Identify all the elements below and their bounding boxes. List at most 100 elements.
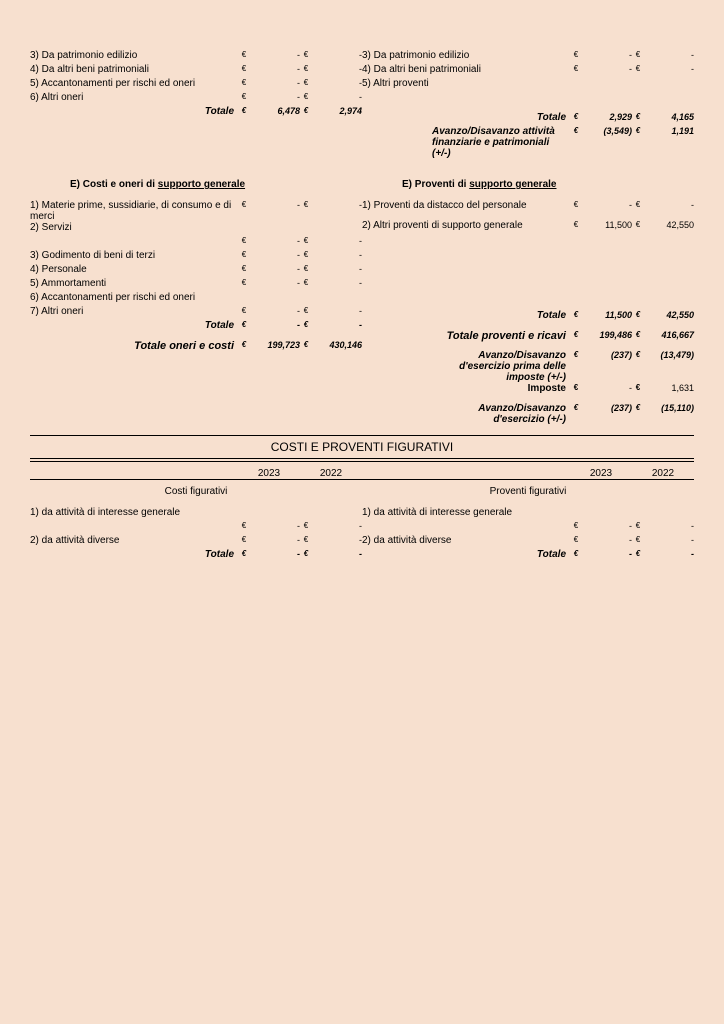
table-row: 4) Da altri beni patrimoniali € - € -	[362, 64, 694, 78]
cell-value: (3,549)	[582, 126, 632, 136]
financial-statement-page: 3) Da patrimonio edilizio € - € - 4) Da …	[30, 50, 694, 563]
section-e-left: 1) Materie prime, sussidiarie, di consum…	[30, 200, 362, 425]
cell-value: -	[250, 535, 300, 545]
cell-value: -	[312, 200, 362, 210]
costi-figurativi-title: Costi figurativi	[30, 486, 362, 497]
currency-symbol: €	[300, 78, 312, 87]
cell-value: -	[582, 535, 632, 545]
row-label: 2) Servizi	[30, 222, 238, 233]
table-row: 5) Ammortamenti € - € -	[30, 278, 362, 292]
upper-left: 3) Da patrimonio edilizio € - € - 4) Da …	[30, 50, 362, 159]
row-label: 5) Accantonamenti per rischi ed oneri	[30, 78, 238, 89]
currency-symbol: €	[238, 264, 250, 273]
avanzo-row: Avanzo/Disavanzo attività finanziarie e …	[362, 126, 694, 159]
totale-row: Totale € 6,478 € 2,974	[30, 106, 362, 120]
table-row: € - € -	[362, 521, 694, 535]
cell-value: -	[250, 278, 300, 288]
currency-symbol: €	[570, 64, 582, 73]
currency-symbol: €	[300, 200, 312, 209]
currency-symbol: €	[238, 521, 250, 530]
summary-row: Imposte € - € 1,631	[362, 383, 694, 397]
row-label: 7) Altri oneri	[30, 306, 238, 317]
cell-value: 42,550	[644, 220, 694, 230]
currency-symbol: €	[632, 535, 644, 544]
currency-symbol: €	[632, 112, 644, 121]
cell-value: -	[582, 383, 632, 393]
cell-value: -	[250, 250, 300, 260]
currency-symbol: €	[238, 106, 250, 115]
table-row: 4) Da altri beni patrimoniali € - € -	[30, 64, 362, 78]
currency-symbol: €	[570, 330, 582, 339]
cell-value: -	[582, 521, 632, 531]
currency-symbol: €	[238, 250, 250, 259]
currency-symbol: €	[300, 535, 312, 544]
row-label: 6) Altri oneri	[30, 92, 238, 103]
cell-value: -	[644, 200, 694, 210]
title-prefix: E) Proventi di	[402, 179, 469, 190]
totale-label: Totale	[362, 112, 570, 123]
currency-symbol: €	[300, 340, 312, 349]
currency-symbol: €	[238, 50, 250, 59]
row-label: 2) da attività diverse	[30, 535, 238, 546]
table-row: 6) Accantonamenti per rischi ed oneri	[30, 292, 362, 306]
currency-symbol: €	[632, 330, 644, 339]
cell-value: -	[312, 92, 362, 102]
row-label: 1) da attività di interesse generale	[362, 507, 570, 518]
currency-symbol: €	[300, 50, 312, 59]
currency-symbol: €	[238, 64, 250, 73]
cell-value: -	[312, 78, 362, 88]
figurativi-heading: COSTI E PROVENTI FIGURATIVI	[30, 436, 694, 458]
divider	[30, 458, 694, 459]
year-2022: 2022	[300, 468, 362, 479]
upper-block: 3) Da patrimonio edilizio € - € - 4) Da …	[30, 50, 694, 159]
cell-value: (13,479)	[644, 350, 694, 360]
grand-total-label: Totale oneri e costi	[30, 340, 238, 352]
currency-symbol: €	[300, 549, 312, 558]
cell-value: 2,974	[312, 106, 362, 116]
cell-value: -	[312, 521, 362, 531]
year-header-row: 2023 2022 2023 2022	[30, 468, 694, 479]
table-row: 1) Materie prime, sussidiarie, di consum…	[30, 200, 362, 222]
cell-value: 2,929	[582, 112, 632, 122]
totale-label: Totale	[30, 320, 238, 331]
cell-value: (15,110)	[644, 403, 694, 413]
currency-symbol: €	[570, 220, 582, 229]
currency-symbol: €	[300, 320, 312, 329]
currency-symbol: €	[570, 521, 582, 530]
cell-value: 6,478	[250, 106, 300, 116]
currency-symbol: €	[570, 350, 582, 359]
currency-symbol: €	[300, 521, 312, 530]
totale-row: Totale € - € -	[30, 549, 362, 563]
currency-symbol: €	[570, 126, 582, 135]
grand-total-label: Totale proventi e ricavi	[362, 330, 570, 342]
table-row: € - € -	[30, 521, 362, 535]
avanzo-label: Avanzo/Disavanzo attività finanziarie e …	[362, 126, 570, 159]
table-row: 7) Altri oneri € - € -	[30, 306, 362, 320]
cell-value: -	[312, 549, 362, 559]
cell-value: -	[250, 236, 300, 246]
year-2022: 2022	[632, 468, 694, 479]
currency-symbol: €	[238, 549, 250, 558]
year-2023: 2023	[570, 468, 632, 479]
cell-value: -	[250, 64, 300, 74]
summary-label: Imposte	[362, 383, 570, 394]
upper-right: 3) Da patrimonio edilizio € - € - 4) Da …	[362, 50, 694, 159]
currency-symbol: €	[632, 200, 644, 209]
currency-symbol: €	[570, 112, 582, 121]
row-label: 2) Altri proventi di supporto generale	[362, 220, 570, 231]
cell-value: -	[250, 264, 300, 274]
cell-value: -	[250, 50, 300, 60]
cell-value: 1,631	[644, 383, 694, 393]
cell-value: -	[312, 64, 362, 74]
row-label: 2) da attività diverse	[362, 535, 570, 546]
cell-value: -	[312, 306, 362, 316]
year-2023: 2023	[238, 468, 300, 479]
totale-label: Totale	[30, 549, 238, 560]
currency-symbol: €	[570, 200, 582, 209]
table-row: 2) Altri proventi di supporto generale €…	[362, 220, 694, 234]
proventi-figurativi-title: Proventi figurativi	[362, 486, 694, 497]
currency-symbol: €	[632, 383, 644, 392]
currency-symbol: €	[300, 92, 312, 101]
section-e-body: 1) Materie prime, sussidiarie, di consum…	[30, 200, 694, 425]
table-row: 2) Servizi	[30, 222, 362, 236]
